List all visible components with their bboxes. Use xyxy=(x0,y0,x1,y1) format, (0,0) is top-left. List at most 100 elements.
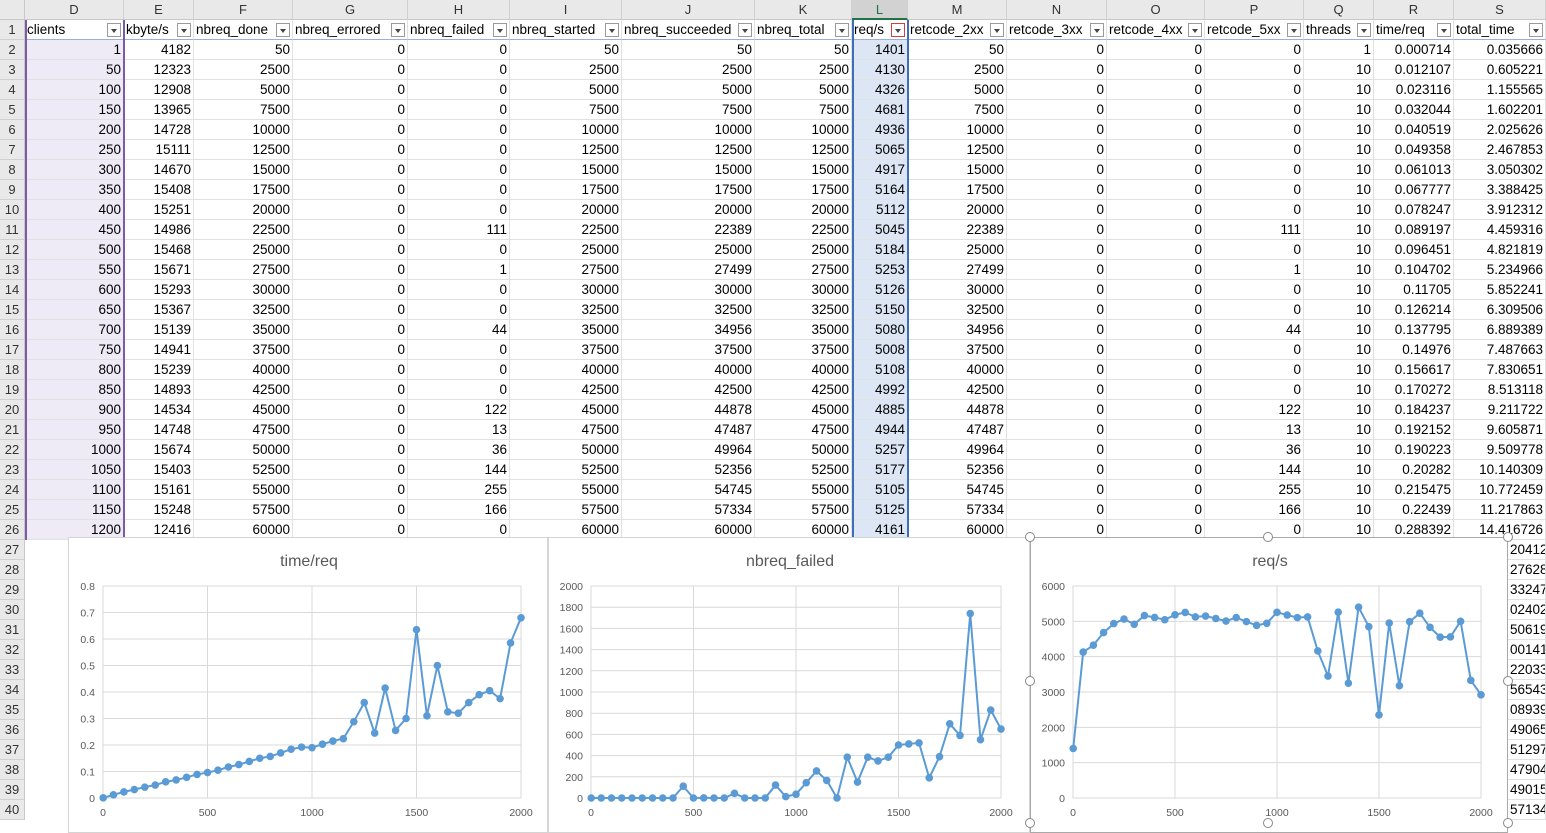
table-cell[interactable]: 30000 xyxy=(194,280,293,300)
filter-dropdown-icon[interactable] xyxy=(1287,23,1301,37)
table-cell[interactable]: 5253 xyxy=(852,260,908,280)
table-cell[interactable]: 0.032044 xyxy=(1374,100,1454,120)
table-cell[interactable]: 850 xyxy=(25,380,124,400)
row-header[interactable]: 26 xyxy=(0,520,25,540)
table-cell[interactable]: 0 xyxy=(408,40,510,60)
table-cell[interactable]: 10000 xyxy=(908,120,1007,140)
filter-dropdown-icon[interactable] xyxy=(605,23,619,37)
table-cell[interactable]: 0 xyxy=(1007,360,1107,380)
column-header-m[interactable]: M xyxy=(908,0,1007,20)
table-cell[interactable]: 30000 xyxy=(755,280,852,300)
table-cell[interactable]: 0.049358 xyxy=(1374,140,1454,160)
table-cell[interactable]: 0.040519 xyxy=(1374,120,1454,140)
row-header[interactable]: 2 xyxy=(0,40,25,60)
table-cell[interactable]: 2500 xyxy=(622,60,755,80)
table-cell[interactable]: 00141 xyxy=(1508,640,1546,660)
row-header[interactable]: 29 xyxy=(0,580,25,600)
table-cell[interactable]: 47500 xyxy=(194,420,293,440)
table-cell[interactable]: 0 xyxy=(293,460,408,480)
table-cell[interactable]: 10 xyxy=(1304,460,1374,480)
table-cell[interactable]: 57500 xyxy=(510,500,622,520)
table-cell[interactable]: 14670 xyxy=(124,160,194,180)
table-cell[interactable]: 42500 xyxy=(908,380,1007,400)
table-cell[interactable]: 111 xyxy=(408,220,510,240)
filter-dropdown-icon[interactable] xyxy=(990,23,1004,37)
table-cell[interactable]: 5184 xyxy=(852,240,908,260)
table-cell[interactable]: 10 xyxy=(1304,300,1374,320)
table-cell[interactable]: 0 xyxy=(1205,380,1304,400)
table-cell[interactable]: 44 xyxy=(408,320,510,340)
table-cell[interactable]: 7500 xyxy=(755,100,852,120)
table-cell[interactable]: 0 xyxy=(1007,440,1107,460)
table-header-cell[interactable]: nbreq_started xyxy=(510,20,622,40)
table-header-cell[interactable]: retcode_5xx xyxy=(1205,20,1304,40)
table-cell[interactable]: 10 xyxy=(1304,480,1374,500)
table-cell[interactable]: 0.000714 xyxy=(1374,40,1454,60)
table-cell[interactable]: 14728 xyxy=(124,120,194,140)
table-cell[interactable]: 37500 xyxy=(194,340,293,360)
filter-dropdown-icon[interactable] xyxy=(835,23,849,37)
table-cell[interactable]: 0 xyxy=(1007,80,1107,100)
table-cell[interactable]: 0 xyxy=(293,260,408,280)
table-header-cell[interactable]: retcode_2xx xyxy=(908,20,1007,40)
filter-dropdown-icon[interactable] xyxy=(1090,23,1104,37)
table-cell[interactable]: 5045 xyxy=(852,220,908,240)
table-cell[interactable]: 52356 xyxy=(908,460,1007,480)
table-cell[interactable]: 10000 xyxy=(510,120,622,140)
row-header[interactable]: 6 xyxy=(0,120,25,140)
row-header[interactable]: 12 xyxy=(0,240,25,260)
table-cell[interactable]: 15000 xyxy=(622,160,755,180)
table-cell[interactable]: 40000 xyxy=(510,360,622,380)
row-header[interactable]: 1 xyxy=(0,20,25,40)
table-cell[interactable]: 0 xyxy=(1205,120,1304,140)
table-cell[interactable]: 0 xyxy=(293,380,408,400)
table-cell[interactable]: 14534 xyxy=(124,400,194,420)
table-cell[interactable]: 25000 xyxy=(510,240,622,260)
table-cell[interactable]: 10 xyxy=(1304,340,1374,360)
table-cell[interactable]: 0 xyxy=(1007,100,1107,120)
table-cell[interactable]: 47904 xyxy=(1508,760,1546,780)
table-cell[interactable]: 15139 xyxy=(124,320,194,340)
row-header[interactable]: 10 xyxy=(0,200,25,220)
table-cell[interactable]: 20000 xyxy=(510,200,622,220)
filter-dropdown-icon[interactable] xyxy=(1437,23,1451,37)
table-cell[interactable]: 0 xyxy=(1007,40,1107,60)
table-cell[interactable]: 15161 xyxy=(124,480,194,500)
table-cell[interactable]: 0.023116 xyxy=(1374,80,1454,100)
table-cell[interactable]: 1 xyxy=(25,40,124,60)
table-cell[interactable]: 0 xyxy=(293,40,408,60)
table-cell[interactable]: 5112 xyxy=(852,200,908,220)
table-cell[interactable]: 57500 xyxy=(755,500,852,520)
table-cell[interactable]: 15251 xyxy=(124,200,194,220)
table-cell[interactable]: 12500 xyxy=(755,140,852,160)
table-cell[interactable]: 0 xyxy=(1205,360,1304,380)
table-cell[interactable]: 57334 xyxy=(622,500,755,520)
table-cell[interactable]: 5008 xyxy=(852,340,908,360)
table-cell[interactable]: 0.605221 xyxy=(1454,60,1546,80)
table-cell[interactable]: 42500 xyxy=(755,380,852,400)
table-cell[interactable]: 3.050302 xyxy=(1454,160,1546,180)
table-cell[interactable]: 34956 xyxy=(908,320,1007,340)
table-cell[interactable]: 11.217863 xyxy=(1454,500,1546,520)
table-cell[interactable]: 52500 xyxy=(755,460,852,480)
table-cell[interactable]: 0 xyxy=(1107,180,1205,200)
table-cell[interactable]: 144 xyxy=(1205,460,1304,480)
row-header[interactable]: 32 xyxy=(0,640,25,660)
table-cell[interactable]: 0 xyxy=(293,140,408,160)
table-cell[interactable]: 144 xyxy=(408,460,510,480)
table-cell[interactable]: 0 xyxy=(1205,240,1304,260)
row-header[interactable]: 18 xyxy=(0,360,25,380)
table-cell[interactable]: 0.156617 xyxy=(1374,360,1454,380)
row-header[interactable]: 27 xyxy=(0,540,25,560)
table-cell[interactable]: 0 xyxy=(293,280,408,300)
resize-handle-bottom-left[interactable] xyxy=(1025,818,1035,828)
row-header[interactable]: 11 xyxy=(0,220,25,240)
row-header[interactable]: 35 xyxy=(0,700,25,720)
table-cell[interactable]: 37500 xyxy=(755,340,852,360)
table-cell[interactable]: 15000 xyxy=(908,160,1007,180)
row-header[interactable]: 3 xyxy=(0,60,25,80)
table-cell[interactable]: 0 xyxy=(293,320,408,340)
table-cell[interactable]: 1 xyxy=(408,260,510,280)
table-cell[interactable]: 44878 xyxy=(622,400,755,420)
row-header[interactable]: 40 xyxy=(0,800,25,820)
